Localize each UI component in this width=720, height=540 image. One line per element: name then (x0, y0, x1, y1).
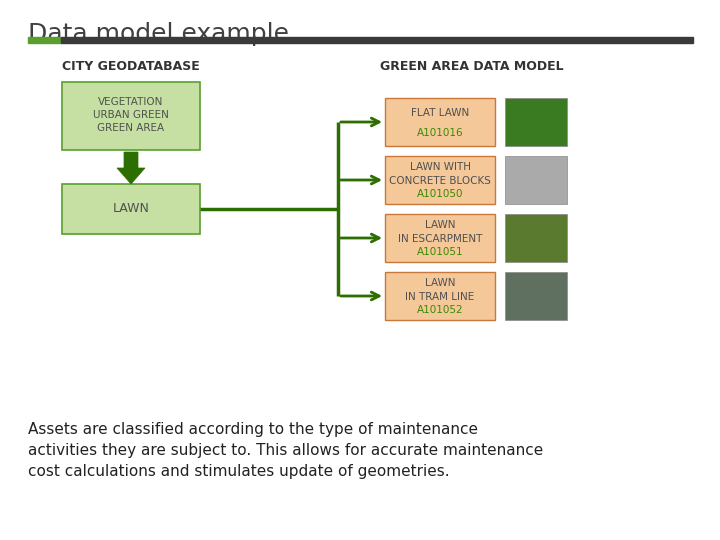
Text: IN ESCARPMENT: IN ESCARPMENT (398, 234, 482, 244)
FancyBboxPatch shape (62, 82, 200, 150)
Polygon shape (117, 152, 145, 184)
Text: LAWN: LAWN (425, 220, 455, 230)
Text: FLAT LAWN: FLAT LAWN (411, 109, 469, 118)
FancyBboxPatch shape (62, 184, 200, 234)
FancyBboxPatch shape (385, 272, 495, 320)
Text: GREEN AREA DATA MODEL: GREEN AREA DATA MODEL (380, 60, 564, 73)
Text: CITY GEODATABASE: CITY GEODATABASE (62, 60, 199, 73)
Text: A101052: A101052 (417, 306, 463, 315)
Bar (505, 98, 567, 146)
Bar (28, 37, 61, 43)
Text: A101050: A101050 (417, 190, 463, 199)
Text: Data model example: Data model example (28, 22, 289, 46)
Bar (505, 156, 567, 204)
FancyBboxPatch shape (385, 98, 495, 146)
Text: IN TRAM LINE: IN TRAM LINE (405, 292, 474, 302)
Bar (505, 272, 567, 320)
Text: CONCRETE BLOCKS: CONCRETE BLOCKS (389, 176, 491, 186)
FancyBboxPatch shape (385, 156, 495, 204)
Text: Assets are classified according to the type of maintenance
activities they are s: Assets are classified according to the t… (28, 422, 544, 479)
Text: LAWN: LAWN (425, 278, 455, 288)
Text: A101051: A101051 (417, 247, 463, 258)
Bar (505, 214, 567, 262)
FancyBboxPatch shape (385, 214, 495, 262)
Bar (61, 37, 693, 43)
Text: LAWN WITH: LAWN WITH (410, 162, 470, 172)
Text: LAWN: LAWN (112, 202, 150, 215)
Text: A101016: A101016 (417, 127, 463, 138)
Text: VEGETATION
URBAN GREEN
GREEN AREA: VEGETATION URBAN GREEN GREEN AREA (93, 97, 169, 133)
